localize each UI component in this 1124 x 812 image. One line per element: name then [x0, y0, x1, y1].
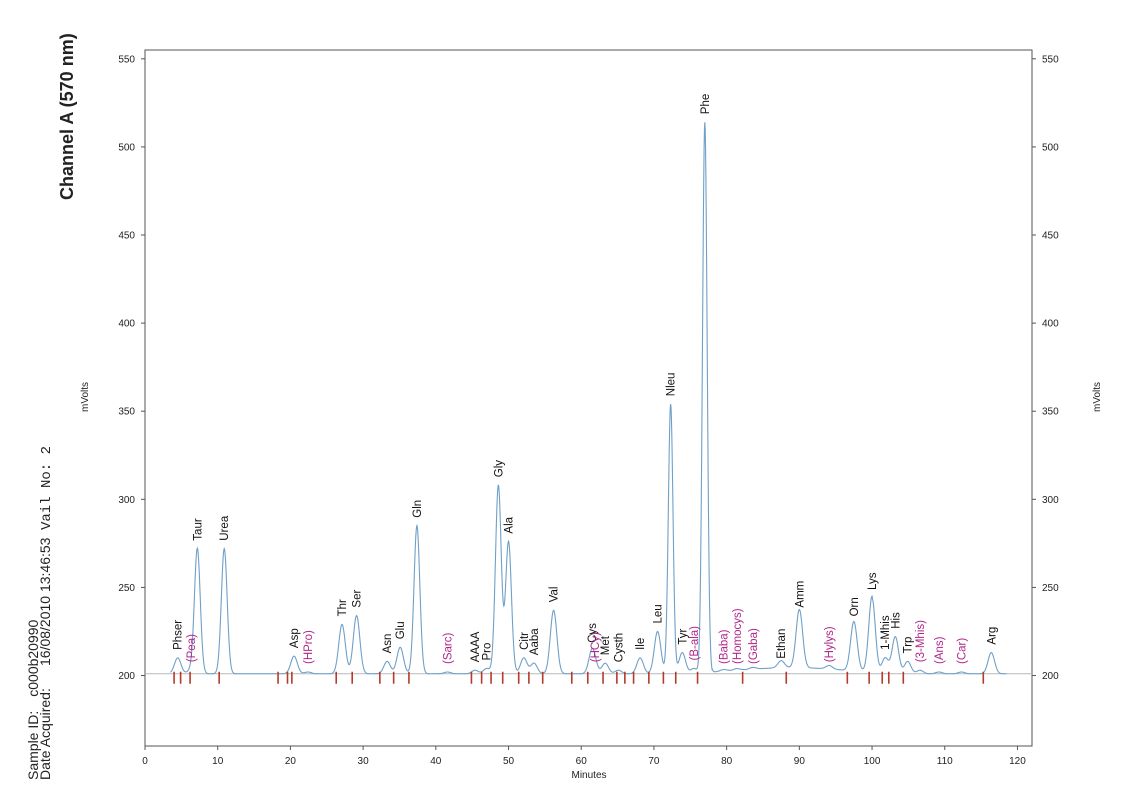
x-tick-label: 50	[503, 756, 515, 767]
peak-label: Phe	[700, 94, 712, 114]
peak-label: Ile	[635, 638, 647, 650]
peak-label: (3-Mhis)	[915, 620, 927, 662]
x-tick-label: 120	[1009, 756, 1026, 767]
peak-label: Asp	[289, 628, 301, 648]
y-tick-label-left: 350	[118, 407, 135, 418]
peak-label: Ethan	[776, 629, 788, 659]
peak-label: (Pea)	[186, 634, 198, 662]
date-acquired-label: Date Acquired:	[37, 688, 53, 780]
peak-label: His	[890, 612, 902, 629]
x-tick-label: 90	[794, 756, 806, 767]
peak-label: Gln	[412, 500, 424, 518]
peak-label: (Hylys)	[824, 626, 836, 662]
peak-label: Arg	[986, 627, 998, 645]
y-tick-label-left: 250	[118, 583, 135, 594]
y-axis-label-left: mVolts	[80, 382, 91, 412]
peak-label: Gly	[493, 460, 505, 478]
peak-label: (Ans)	[934, 636, 946, 664]
peak-label: AAAA	[470, 631, 482, 662]
y-tick-label-right: 450	[1042, 231, 1059, 242]
peak-label: Orn	[849, 597, 861, 616]
peak-label: (Baba)	[719, 629, 731, 664]
chromatogram-trace	[170, 122, 1007, 675]
sample-id-label-text: Sample ID:	[25, 711, 41, 780]
peak-label: (HCy)	[590, 632, 602, 662]
x-tick-label: 0	[142, 756, 148, 767]
peak-label: (B-ala)	[689, 626, 701, 661]
sample-info: Sample ID: c000b20990	[25, 619, 41, 780]
y-axis-label-right: mVolts	[1092, 382, 1103, 412]
peak-label: (Sarc)	[443, 633, 455, 664]
y-tick-label-left: 200	[118, 671, 135, 682]
peak-label: (Homocys)	[732, 608, 744, 664]
x-tick-label: 20	[285, 756, 297, 767]
y-tick-label-right: 550	[1042, 54, 1059, 65]
x-tick-label: 110	[937, 756, 953, 767]
peak-label: Val	[549, 587, 561, 603]
peak-label: Tyr	[677, 628, 689, 644]
peak-label: Ser	[352, 590, 364, 608]
peak-label: (HPro)	[303, 630, 315, 664]
peak-label: Cys	[587, 623, 599, 643]
peak-label: Glu	[395, 621, 407, 639]
peak-label: Cysth	[613, 633, 625, 662]
peak-label: Asn	[382, 634, 394, 654]
peak-label: Amm	[794, 581, 806, 608]
peak-label: Aaba	[529, 628, 541, 655]
y-tick-label-left: 300	[118, 495, 135, 506]
channel-title: Channel A (570 nm)	[57, 33, 77, 200]
x-tick-label: 30	[358, 756, 370, 767]
x-tick-label: 10	[212, 756, 224, 767]
x-tick-label: 100	[864, 756, 881, 767]
peak-label: Phser	[173, 620, 185, 650]
sample-id-label: Sample ID: c000b20990	[25, 619, 41, 780]
peak-label: Urea	[219, 515, 231, 541]
y-tick-label-right: 250	[1042, 583, 1059, 594]
y-tick-label-right: 400	[1042, 319, 1059, 330]
sample-id-value: c000b20990	[25, 619, 41, 696]
peak-label: (Car)	[957, 638, 969, 664]
x-tick-label: 80	[721, 756, 733, 767]
peak-label: 1-Mhis	[880, 615, 892, 650]
x-tick-label: 40	[430, 756, 442, 767]
y-tick-label-left: 550	[118, 54, 135, 65]
x-axis-label: Minutes	[571, 770, 606, 781]
y-tick-label-right: 200	[1042, 671, 1059, 682]
plot-frame	[144, 49, 1033, 747]
axes: 0 10 20 30 40 50 60 70 80 90 100 110 120 200 200 250 250…	[118, 54, 1059, 767]
y-tick-label-left: 500	[118, 142, 135, 153]
peak-label: Met	[600, 635, 612, 655]
peak-label: Citr	[519, 632, 531, 650]
peak-label: Thr	[337, 599, 349, 616]
y-tick-label-right: 350	[1042, 407, 1059, 418]
peak-label: Nleu	[666, 373, 678, 397]
peak-label: Trp	[903, 637, 915, 654]
peak-label: Ala	[504, 516, 516, 533]
peak-label: Leu	[653, 604, 665, 623]
y-tick-label-left: 400	[118, 319, 135, 330]
x-tick-label: 60	[576, 756, 588, 767]
peak-label: Pro	[482, 643, 494, 661]
date-acquired-value: 16/08/2010 13:46:53	[37, 537, 53, 666]
peak-label: (Gaba)	[748, 628, 760, 664]
x-tick-label: 70	[648, 756, 660, 767]
peak-label: Lys	[867, 572, 879, 590]
y-tick-label-right: 500	[1042, 142, 1059, 153]
vial-number: Vail No: 2	[39, 446, 55, 530]
integration-markers	[173, 671, 985, 684]
y-tick-label-right: 300	[1042, 495, 1059, 506]
peak-label: Taur	[192, 518, 204, 541]
y-tick-label-left: 450	[118, 231, 135, 242]
